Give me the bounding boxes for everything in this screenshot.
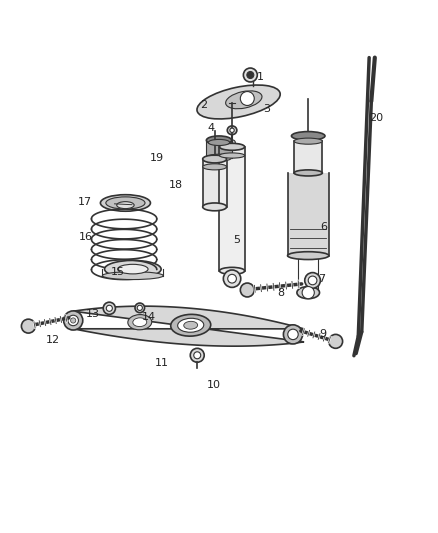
Circle shape: [68, 315, 78, 326]
Circle shape: [190, 349, 204, 362]
Text: 19: 19: [150, 152, 164, 163]
Circle shape: [305, 272, 321, 288]
Text: 5: 5: [233, 236, 240, 245]
Polygon shape: [73, 306, 304, 346]
Ellipse shape: [206, 136, 232, 144]
Circle shape: [21, 319, 35, 333]
Text: 15: 15: [111, 266, 125, 277]
Ellipse shape: [133, 318, 147, 327]
Ellipse shape: [106, 197, 145, 209]
Ellipse shape: [203, 155, 226, 163]
Ellipse shape: [203, 203, 226, 211]
Text: 14: 14: [141, 312, 155, 321]
Ellipse shape: [206, 154, 232, 161]
Bar: [206, 140, 232, 158]
Circle shape: [135, 303, 145, 313]
Ellipse shape: [294, 138, 322, 144]
Ellipse shape: [219, 143, 245, 150]
Circle shape: [302, 287, 314, 298]
Circle shape: [64, 311, 83, 330]
Text: 9: 9: [319, 329, 326, 339]
Ellipse shape: [171, 314, 211, 336]
Text: 4: 4: [208, 123, 215, 133]
Text: 18: 18: [169, 180, 184, 190]
Circle shape: [71, 318, 76, 323]
Ellipse shape: [208, 140, 230, 146]
Ellipse shape: [288, 252, 329, 260]
Circle shape: [137, 305, 142, 310]
Text: 1: 1: [257, 72, 264, 82]
Ellipse shape: [203, 164, 226, 170]
Ellipse shape: [294, 170, 322, 176]
Ellipse shape: [117, 264, 148, 274]
Ellipse shape: [102, 272, 163, 279]
Text: 6: 6: [320, 222, 327, 232]
Circle shape: [240, 283, 254, 297]
Bar: [294, 141, 322, 173]
Circle shape: [103, 302, 116, 314]
Ellipse shape: [117, 201, 134, 208]
Circle shape: [228, 274, 237, 283]
Text: 17: 17: [78, 197, 92, 207]
Text: 11: 11: [155, 358, 169, 368]
Ellipse shape: [184, 321, 198, 329]
Circle shape: [328, 334, 343, 349]
Circle shape: [247, 71, 254, 78]
Ellipse shape: [219, 153, 245, 158]
Ellipse shape: [227, 126, 237, 135]
Ellipse shape: [100, 195, 150, 211]
Ellipse shape: [128, 314, 152, 330]
Ellipse shape: [219, 268, 245, 274]
Text: 12: 12: [46, 335, 60, 345]
Ellipse shape: [291, 132, 325, 140]
Bar: [203, 159, 226, 207]
Text: 8: 8: [277, 288, 284, 297]
Ellipse shape: [229, 140, 235, 145]
Circle shape: [194, 352, 201, 359]
Ellipse shape: [197, 85, 280, 119]
Circle shape: [240, 92, 254, 106]
Ellipse shape: [226, 91, 262, 109]
Ellipse shape: [297, 287, 320, 298]
Bar: [288, 173, 329, 256]
Text: 3: 3: [263, 104, 270, 114]
Ellipse shape: [105, 261, 161, 278]
Ellipse shape: [178, 318, 204, 332]
Circle shape: [223, 270, 241, 287]
Text: 2: 2: [200, 100, 207, 110]
Circle shape: [308, 276, 317, 285]
Circle shape: [283, 325, 303, 344]
Text: 16: 16: [79, 232, 93, 242]
Circle shape: [288, 329, 298, 340]
Circle shape: [106, 305, 113, 311]
Bar: [219, 147, 245, 271]
Text: 20: 20: [370, 112, 384, 123]
Text: 7: 7: [318, 273, 325, 284]
Text: 13: 13: [86, 309, 100, 319]
Circle shape: [244, 68, 257, 82]
Text: 10: 10: [207, 380, 221, 390]
Ellipse shape: [230, 128, 234, 133]
